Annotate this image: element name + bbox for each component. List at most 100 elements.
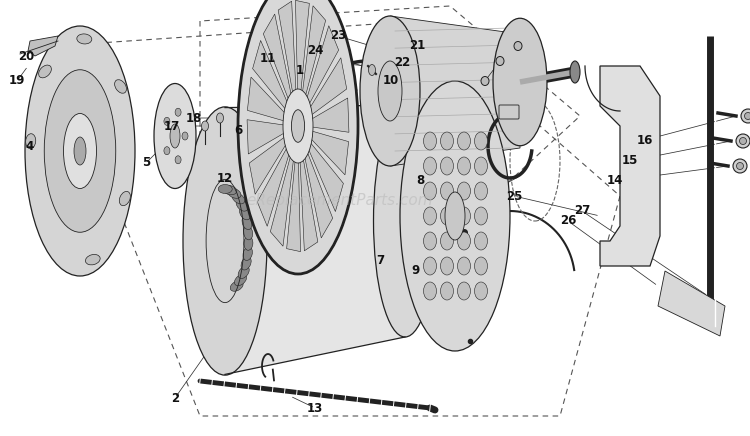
Ellipse shape — [183, 107, 267, 375]
Ellipse shape — [164, 117, 170, 125]
Ellipse shape — [740, 137, 746, 144]
Ellipse shape — [440, 257, 454, 275]
Ellipse shape — [475, 157, 488, 175]
Text: 15: 15 — [622, 154, 638, 167]
Ellipse shape — [445, 192, 465, 240]
Ellipse shape — [202, 121, 208, 131]
Ellipse shape — [241, 257, 251, 270]
Ellipse shape — [458, 232, 470, 250]
Ellipse shape — [175, 156, 181, 164]
Text: 12: 12 — [217, 171, 233, 184]
Ellipse shape — [440, 282, 454, 300]
Ellipse shape — [228, 188, 241, 198]
Ellipse shape — [182, 132, 188, 140]
Polygon shape — [299, 143, 318, 251]
Polygon shape — [301, 6, 326, 110]
Ellipse shape — [458, 282, 470, 300]
Text: 6: 6 — [234, 125, 242, 137]
Polygon shape — [658, 271, 725, 336]
Polygon shape — [600, 66, 660, 266]
Polygon shape — [249, 132, 292, 194]
Ellipse shape — [244, 236, 253, 250]
Ellipse shape — [218, 184, 232, 194]
Ellipse shape — [475, 182, 488, 200]
Ellipse shape — [175, 108, 181, 116]
Text: 20: 20 — [18, 50, 34, 62]
Text: 16: 16 — [637, 133, 653, 146]
Ellipse shape — [368, 65, 376, 75]
Polygon shape — [225, 105, 405, 375]
Text: 9: 9 — [411, 265, 419, 277]
Text: 18: 18 — [186, 112, 202, 125]
Polygon shape — [278, 1, 297, 109]
Ellipse shape — [424, 282, 436, 300]
FancyBboxPatch shape — [499, 105, 519, 119]
Text: 26: 26 — [560, 215, 576, 228]
Text: 2: 2 — [171, 392, 179, 405]
Ellipse shape — [360, 16, 420, 166]
Text: 24: 24 — [307, 44, 323, 58]
Ellipse shape — [86, 255, 100, 265]
Text: 27: 27 — [574, 204, 590, 218]
Ellipse shape — [232, 193, 244, 204]
Ellipse shape — [238, 0, 358, 274]
Ellipse shape — [440, 132, 454, 150]
Ellipse shape — [475, 132, 488, 150]
Ellipse shape — [239, 207, 250, 220]
Ellipse shape — [76, 34, 92, 44]
Ellipse shape — [458, 132, 470, 150]
Ellipse shape — [475, 282, 488, 300]
Text: 11: 11 — [260, 51, 276, 65]
Ellipse shape — [493, 18, 547, 146]
Ellipse shape — [424, 257, 436, 275]
Text: 19: 19 — [9, 75, 26, 88]
Text: 17: 17 — [164, 119, 180, 133]
Ellipse shape — [475, 257, 488, 275]
Ellipse shape — [424, 207, 436, 225]
Polygon shape — [304, 129, 349, 175]
Ellipse shape — [154, 84, 196, 188]
Polygon shape — [390, 16, 520, 166]
Polygon shape — [257, 138, 293, 226]
Polygon shape — [303, 26, 339, 114]
Text: 21: 21 — [409, 40, 425, 52]
Ellipse shape — [741, 109, 750, 123]
Text: 25: 25 — [506, 190, 522, 202]
Text: 4: 4 — [26, 140, 34, 153]
Ellipse shape — [458, 182, 470, 200]
Ellipse shape — [292, 110, 304, 142]
Ellipse shape — [458, 157, 470, 175]
Text: eReplacementParts.com: eReplacementParts.com — [247, 194, 434, 208]
Ellipse shape — [242, 216, 252, 229]
Ellipse shape — [440, 157, 454, 175]
Ellipse shape — [64, 113, 97, 188]
Ellipse shape — [164, 146, 170, 155]
Polygon shape — [28, 36, 58, 56]
Polygon shape — [304, 135, 344, 211]
Ellipse shape — [514, 41, 522, 51]
Ellipse shape — [736, 163, 743, 170]
Ellipse shape — [170, 124, 180, 148]
Ellipse shape — [378, 61, 402, 121]
Ellipse shape — [25, 26, 135, 276]
Ellipse shape — [440, 182, 454, 200]
Ellipse shape — [736, 134, 750, 148]
Polygon shape — [305, 98, 349, 132]
Ellipse shape — [374, 105, 436, 337]
Ellipse shape — [44, 70, 116, 232]
Ellipse shape — [440, 207, 454, 225]
Ellipse shape — [424, 182, 436, 200]
Ellipse shape — [223, 185, 237, 195]
Ellipse shape — [733, 159, 747, 173]
Ellipse shape — [400, 81, 510, 351]
Ellipse shape — [115, 80, 127, 93]
Text: 23: 23 — [330, 30, 346, 42]
Polygon shape — [304, 58, 346, 120]
Polygon shape — [263, 14, 295, 112]
Polygon shape — [247, 120, 291, 154]
Ellipse shape — [236, 199, 248, 211]
Polygon shape — [286, 144, 301, 252]
Ellipse shape — [243, 247, 253, 260]
Text: 1: 1 — [296, 65, 304, 78]
Ellipse shape — [424, 232, 436, 250]
